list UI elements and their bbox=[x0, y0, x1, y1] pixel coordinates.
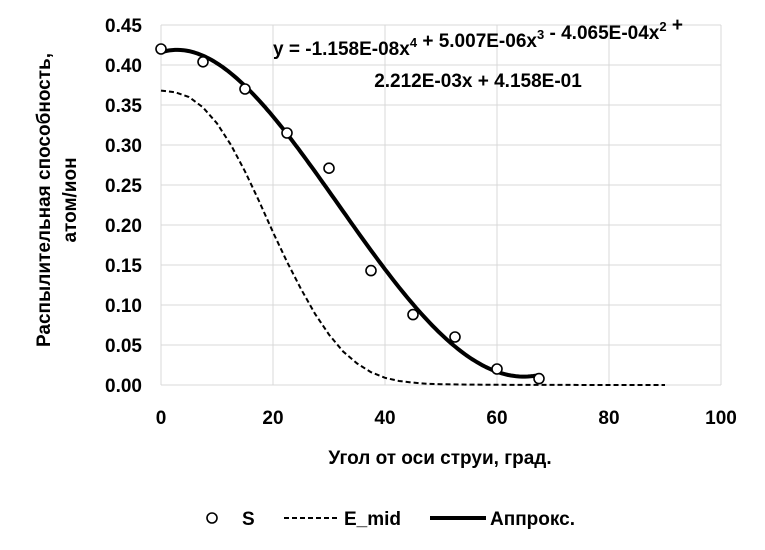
series-s-point bbox=[407, 308, 419, 321]
x-tick-label-4: 80 bbox=[598, 408, 619, 429]
y-tick-label-9: 0.45 bbox=[105, 16, 142, 37]
y-tick-label-3: 0.15 bbox=[105, 256, 142, 277]
chart-legend: S E_mid Аппрокс. bbox=[206, 509, 575, 530]
y-tick-label-4: 0.20 bbox=[105, 216, 142, 237]
y-tick-label-1: 0.05 bbox=[105, 336, 142, 357]
series-approx-line bbox=[160, 47, 540, 379]
trendline-equation: y = -1.158E-08x4 + 5.007E-06x3 - 4.065E-… bbox=[273, 15, 683, 92]
series-s-point bbox=[197, 55, 209, 68]
x-tick-label-5: 100 bbox=[705, 408, 737, 429]
x-tick-label-2: 40 bbox=[374, 408, 395, 429]
y-tick-label-2: 0.10 bbox=[105, 296, 142, 317]
x-tick-label-1: 20 bbox=[262, 408, 283, 429]
legend-s-label: S bbox=[242, 509, 255, 530]
series-s-point bbox=[533, 372, 545, 385]
series-s-point bbox=[239, 83, 251, 95]
series-e-mid-line bbox=[160, 89, 665, 386]
x-tick-label-0: 0 bbox=[156, 408, 167, 429]
series-s-point bbox=[365, 264, 377, 277]
x-axis-title: Угол от оси струи, град. bbox=[328, 448, 551, 469]
y-axis-title-line-2: атом/ион bbox=[60, 157, 81, 242]
y-tick-label-6: 0.30 bbox=[105, 136, 142, 157]
y-tick-label-8: 0.40 bbox=[105, 56, 142, 77]
x-axis-ticks: 0 20 40 60 80 100 bbox=[156, 408, 737, 429]
chart-grid bbox=[160, 24, 722, 386]
x-tick-label-3: 60 bbox=[486, 408, 507, 429]
series-s-point bbox=[323, 162, 335, 174]
y-tick-label-0: 0.00 bbox=[105, 376, 142, 397]
y-tick-label-5: 0.25 bbox=[105, 176, 142, 197]
series-layer bbox=[155, 43, 665, 386]
y-axis-title: Распылительная способность, атом/ион bbox=[34, 53, 81, 347]
series-s-point bbox=[281, 127, 293, 139]
series-s-point bbox=[449, 331, 461, 343]
y-axis-ticks: 0.00 0.05 0.10 0.15 0.20 0.25 0.30 0.35 0.40 0.45 bbox=[105, 16, 142, 397]
legend-s-marker bbox=[206, 512, 218, 524]
trendline-equation-line-1: y = -1.158E-08x4 + 5.007E-06x3 - 4.065E-… bbox=[273, 15, 683, 60]
y-tick-label-7: 0.35 bbox=[105, 96, 142, 117]
legend-e-mid-label: E_mid bbox=[344, 509, 401, 530]
y-axis-title-line-1: Распылительная способность, bbox=[34, 53, 55, 347]
legend-approx-label: Аппрокс. bbox=[490, 509, 575, 530]
trendline-equation-line-2: 2.212E-03x + 4.158E-01 bbox=[374, 71, 582, 92]
series-s-point bbox=[155, 43, 167, 55]
series-s-point bbox=[491, 363, 503, 375]
